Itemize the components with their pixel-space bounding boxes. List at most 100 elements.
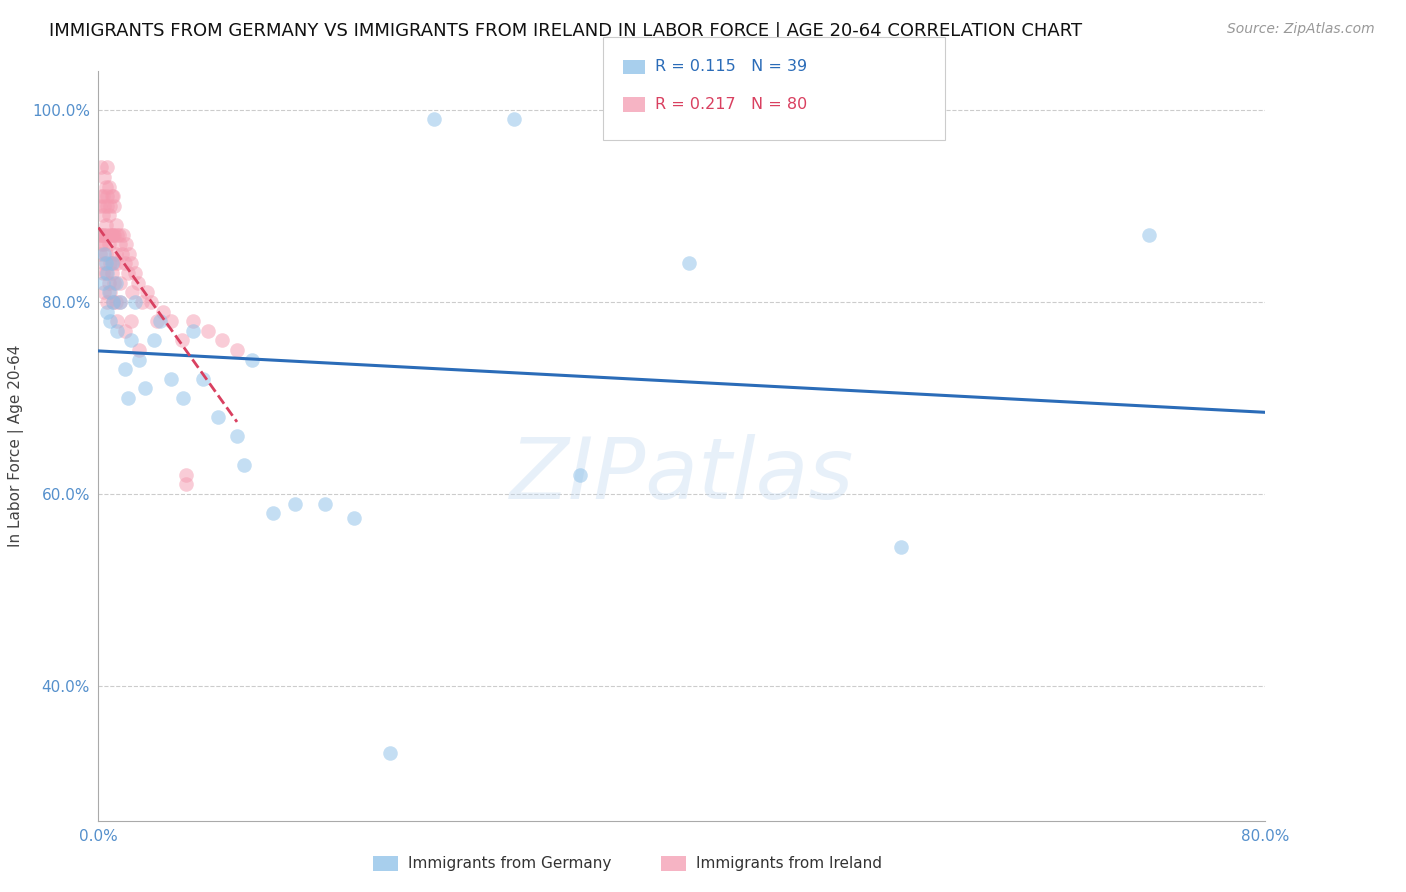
Point (96, 304, 118, 318)
Point (226, 429, 249, 443)
Point (207, 410, 229, 425)
Point (101, 256, 124, 270)
Point (172, 391, 194, 405)
Point (139, 294, 162, 309)
Point (103, 227, 125, 242)
Point (128, 352, 150, 367)
Point (149, 314, 172, 328)
Point (114, 256, 136, 270)
Point (127, 276, 149, 290)
Point (93, 169, 115, 184)
Point (98, 256, 121, 270)
Point (124, 294, 146, 309)
Point (93, 237, 115, 252)
Point (101, 227, 124, 242)
Point (96, 199, 118, 213)
Text: Immigrants from Ireland: Immigrants from Ireland (696, 856, 882, 871)
Point (100, 189, 122, 203)
Point (97, 285, 120, 300)
Point (135, 285, 157, 300)
Point (174, 477, 197, 491)
Text: IMMIGRANTS FROM GERMANY VS IMMIGRANTS FROM IRELAND IN LABOR FORCE | AGE 20-64 CO: IMMIGRANTS FROM GERMANY VS IMMIGRANTS FR… (49, 22, 1083, 40)
Text: R = 0.217   N = 80: R = 0.217 N = 80 (655, 97, 807, 112)
Point (90, 227, 112, 242)
Point (678, 256, 700, 270)
Point (104, 276, 127, 290)
Point (90, 189, 112, 203)
Point (93, 247, 115, 261)
Point (104, 218, 127, 232)
Point (111, 247, 134, 261)
Point (94, 256, 117, 270)
Point (89, 247, 111, 261)
Point (98, 314, 121, 328)
Text: R = 0.115   N = 39: R = 0.115 N = 39 (655, 60, 807, 74)
Point (91, 209, 114, 223)
Text: Immigrants from Germany: Immigrants from Germany (408, 856, 612, 871)
Point (94, 247, 117, 261)
Point (96, 227, 118, 242)
Point (105, 314, 128, 328)
Point (98, 227, 121, 242)
Point (142, 334, 165, 348)
Point (100, 256, 122, 270)
Point (105, 324, 128, 338)
Point (181, 324, 204, 338)
Point (1137, 227, 1160, 242)
Point (98, 285, 121, 300)
Point (314, 497, 336, 511)
Point (94, 266, 117, 280)
Point (568, 467, 591, 482)
Point (97, 237, 120, 252)
Point (98, 199, 121, 213)
Point (193, 372, 215, 386)
Point (343, 511, 366, 525)
Point (131, 294, 153, 309)
Point (174, 467, 197, 482)
Point (90, 237, 112, 252)
Point (110, 276, 132, 290)
Point (93, 256, 115, 270)
Point (101, 294, 124, 309)
Point (104, 247, 127, 261)
Point (96, 161, 118, 175)
Point (110, 294, 132, 309)
Point (110, 237, 132, 252)
Point (91, 189, 114, 203)
Point (91, 227, 114, 242)
Point (100, 227, 122, 242)
Point (115, 237, 138, 252)
Point (97, 179, 120, 194)
Point (89, 227, 111, 242)
Point (101, 189, 124, 203)
Point (284, 497, 307, 511)
Point (146, 314, 169, 328)
Point (89, 199, 111, 213)
Point (160, 372, 183, 386)
Point (105, 256, 128, 270)
Point (117, 391, 139, 405)
Point (94, 218, 117, 232)
Point (110, 294, 132, 309)
Point (233, 458, 256, 473)
Point (93, 227, 115, 242)
Point (93, 199, 115, 213)
Point (91, 266, 114, 280)
Point (120, 256, 142, 270)
Text: ZIPatlas: ZIPatlas (510, 434, 853, 517)
Point (197, 324, 219, 338)
Point (93, 285, 115, 300)
Point (120, 334, 142, 348)
Point (152, 304, 174, 318)
Point (97, 276, 120, 290)
Point (121, 285, 143, 300)
Point (114, 362, 136, 376)
Point (96, 189, 118, 203)
Point (181, 314, 204, 328)
Point (97, 209, 120, 223)
Point (120, 314, 142, 328)
Point (118, 247, 141, 261)
Text: Source: ZipAtlas.com: Source: ZipAtlas.com (1227, 22, 1375, 37)
Point (128, 343, 150, 357)
Point (503, 112, 526, 127)
